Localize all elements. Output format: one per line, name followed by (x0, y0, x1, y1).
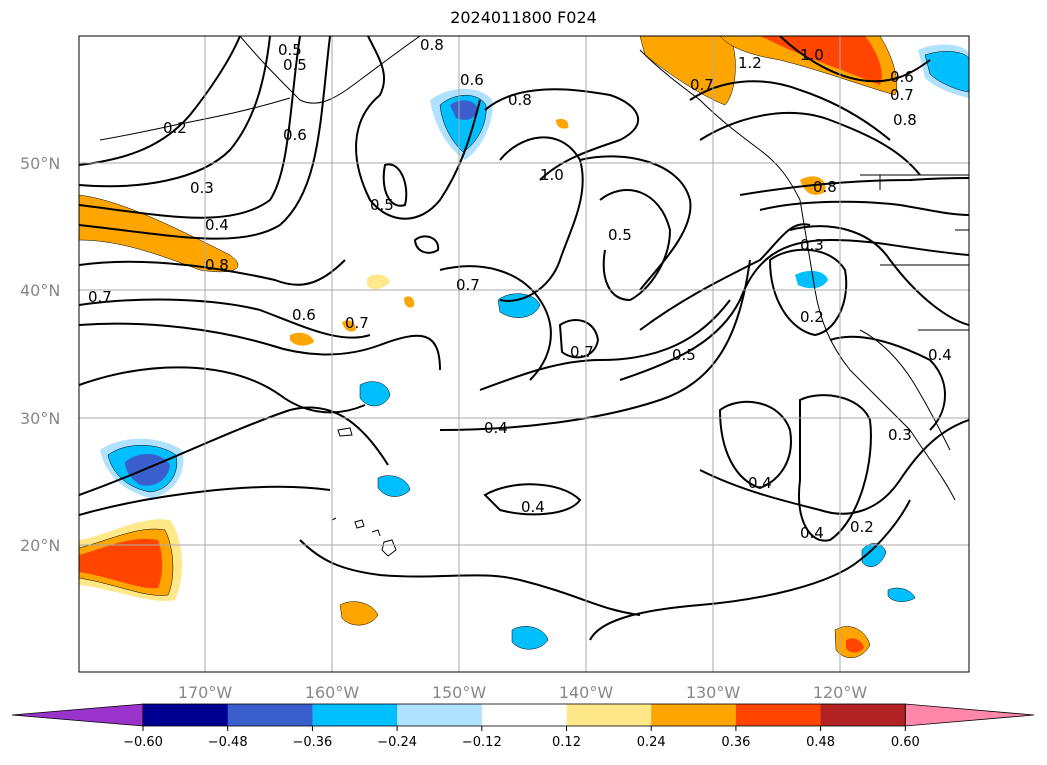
lon-label: 120°W (813, 683, 868, 702)
contour-label: 0.4 (484, 419, 508, 437)
contour-label: 0.5 (283, 56, 307, 74)
lat-label: 40°N (20, 281, 60, 300)
contour-label: 0.8 (813, 178, 837, 196)
lon-label: 150°W (432, 683, 487, 702)
colorbar-arrow-min (11, 703, 144, 727)
contour-label: 0.2 (800, 308, 824, 326)
colorbar-tick-label: 0.12 (552, 735, 581, 750)
contour-label: 0.7 (456, 276, 480, 294)
contour-label: 0.4 (748, 474, 772, 492)
colorbar: −0.60 −0.48 −0.36 −0.24 −0.12 0.12 0.24 0.36 0.4… (11, 703, 1035, 750)
contour-label: 1.2 (738, 54, 762, 72)
contour-label: 0.8 (508, 91, 532, 109)
lon-label: 130°W (686, 683, 741, 702)
colorbar-arrow-max (904, 703, 1035, 727)
contour-label: 0.6 (292, 306, 316, 324)
colorbar-tick-label: −0.36 (292, 735, 332, 750)
contour-label: 0.4 (928, 346, 952, 364)
colorbar-tick-label: −0.24 (377, 735, 417, 750)
colorbar-tick-label: −0.48 (208, 735, 248, 750)
contour-label: 0.5 (672, 346, 696, 364)
contour-label: 0.6 (460, 71, 484, 89)
contour-label: 0.7 (890, 86, 914, 104)
contour-label: 1.0 (800, 46, 824, 64)
colorbar-border (142, 703, 906, 727)
contour-label: 0.6 (283, 126, 307, 144)
coastlines (99, 36, 969, 501)
contour-label: 0.5 (608, 226, 632, 244)
map-frame (78, 35, 970, 673)
colorbar-segment (566, 704, 652, 726)
hawaiian-islands (331, 427, 397, 557)
contour-label: 0.8 (420, 36, 444, 54)
colorbar-tick-label: 0.48 (806, 735, 835, 750)
colorbar-tick-label: 0.60 (891, 735, 920, 750)
map-title: 2024011800 F024 (450, 8, 597, 27)
lon-label: 140°W (559, 683, 614, 702)
colorbar-segment (312, 704, 398, 726)
contour-label: 0.7 (88, 288, 112, 306)
contour-label: 0.6 (890, 68, 914, 86)
shaded-regions (79, 36, 969, 658)
contour-label: 0.4 (800, 524, 824, 542)
contour-label: 0.3 (800, 236, 824, 254)
colorbar-segment (820, 704, 906, 726)
colorbar-tick-label: 0.36 (721, 735, 750, 750)
contour-label: 0.3 (888, 426, 912, 444)
colorbar-tick-label: 0.24 (637, 735, 666, 750)
lon-label: 170°W (178, 683, 233, 702)
colorbar-segment (651, 704, 737, 726)
colorbar-segment (735, 704, 822, 726)
contour-label: 0.4 (521, 498, 545, 516)
colorbar-segment (397, 704, 483, 726)
lat-label: 30°N (20, 409, 60, 428)
contour-label: 0.7 (690, 76, 714, 94)
colorbar-tick-label: −0.60 (123, 735, 163, 750)
contour-label: 0.4 (205, 216, 229, 234)
lat-label: 20°N (20, 536, 60, 555)
lon-label: 160°W (305, 683, 360, 702)
contour-label: 0.8 (205, 256, 229, 274)
contour-label: 0.2 (850, 518, 874, 536)
colorbar-segment (227, 704, 313, 726)
contour-label: 1.0 (540, 166, 564, 184)
colorbar-segment (481, 704, 567, 726)
contour-label: 0.3 (190, 179, 214, 197)
lat-label: 50°N (20, 154, 60, 173)
contour-label: 0.5 (370, 196, 394, 214)
contour-label: 0.5 (278, 41, 302, 59)
contour-label: 0.8 (893, 111, 917, 129)
colorbar-tick-label: −0.12 (462, 735, 502, 750)
gridlines (79, 36, 969, 672)
contour-labels: 0.2 0.3 0.4 0.5 0.6 0.7 0.8 1.0 1.2 0.6 … (88, 36, 952, 542)
colorbar-segment (143, 704, 229, 726)
contour-label: 0.2 (163, 119, 187, 137)
contour-label: 0.7 (345, 314, 369, 332)
map-background (79, 36, 969, 672)
contour-label: 0.7 (570, 343, 594, 361)
